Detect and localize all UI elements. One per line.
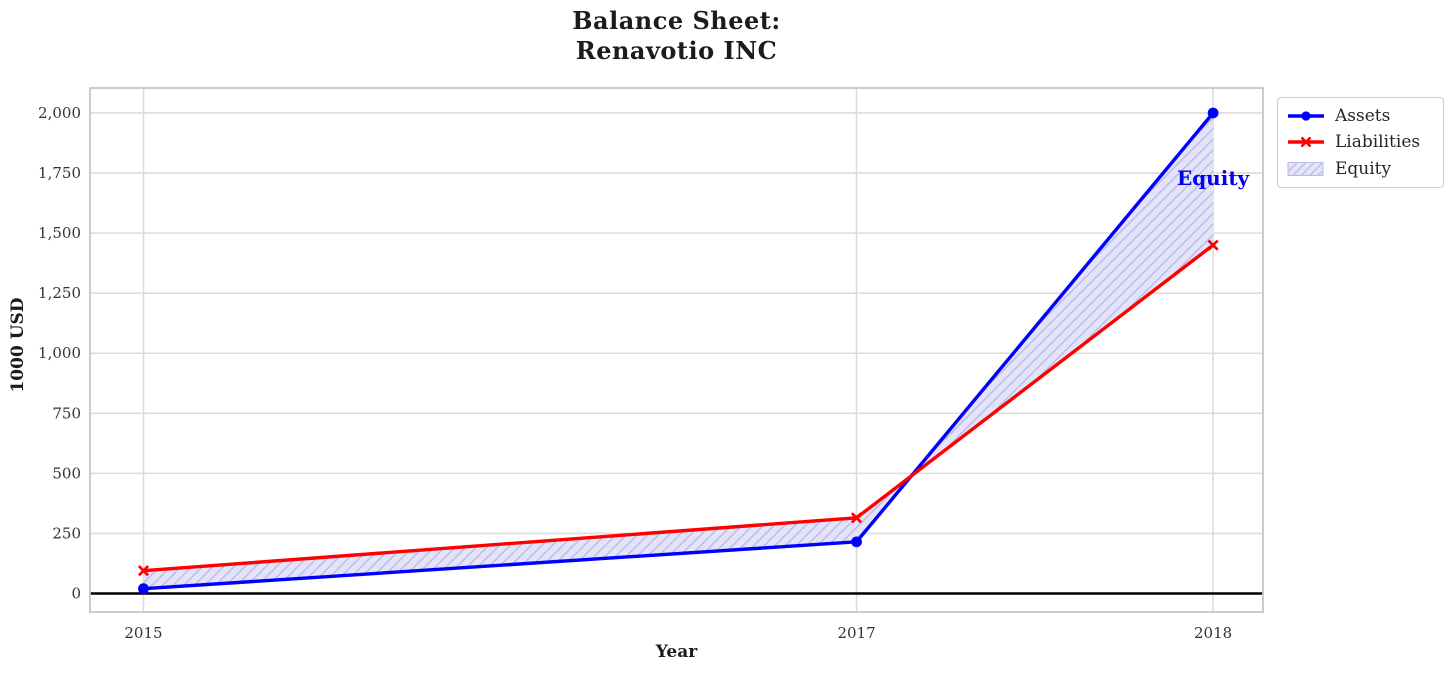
chart-title-line2: Renavotio INC	[575, 36, 778, 65]
liabilities-marker	[1207, 239, 1219, 251]
x-tick-label: 2018	[1194, 624, 1232, 642]
equity-hatch-icon	[1287, 160, 1325, 178]
legend-label-equity: Equity	[1335, 158, 1392, 179]
y-tick-label: 1,750	[38, 164, 81, 182]
y-tick-label: 1,500	[38, 224, 81, 242]
y-tick-label: 0	[71, 585, 81, 603]
y-tick-label: 1,250	[38, 284, 81, 302]
liabilities-marker	[850, 512, 863, 524]
chart-title: Balance Sheet: Renavotio INC	[90, 6, 1263, 66]
assets-line-icon	[1287, 107, 1325, 125]
x-axis-label: Year	[655, 642, 698, 662]
equity-fill-region	[143, 112, 1214, 589]
liabilities-line-icon	[1287, 133, 1325, 151]
legend: Assets Liabilities Equity	[1277, 97, 1444, 188]
liabilities-marker	[137, 565, 150, 577]
x-tick-label: 2017	[837, 624, 875, 642]
legend-item-assets: Assets	[1287, 103, 1433, 129]
chart-title-line1: Balance Sheet:	[572, 6, 781, 35]
equity-annotation: Equity	[1177, 166, 1251, 190]
legend-label-liabilities: Liabilities	[1335, 132, 1421, 153]
y-tick-label: 2,000	[38, 104, 81, 122]
legend-label-assets: Assets	[1335, 106, 1391, 127]
y-tick-label: 250	[52, 524, 81, 542]
assets-marker	[1207, 107, 1219, 119]
legend-item-equity: Equity	[1287, 156, 1433, 182]
y-tick-label: 750	[52, 404, 81, 422]
assets-marker	[851, 536, 862, 548]
y-tick-label: 500	[52, 464, 81, 482]
assets-marker	[138, 583, 149, 595]
x-tick-label: 2015	[124, 624, 162, 642]
legend-item-liabilities: Liabilities	[1287, 129, 1433, 155]
plot-border	[89, 87, 1264, 613]
y-tick-label: 1,000	[38, 344, 81, 362]
